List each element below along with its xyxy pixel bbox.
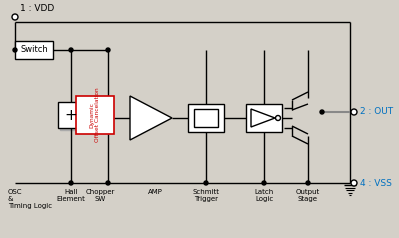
Text: Schmitt
Trigger: Schmitt Trigger (192, 189, 219, 202)
Circle shape (306, 181, 310, 185)
Circle shape (204, 181, 208, 185)
Text: Hall
Element: Hall Element (57, 189, 85, 202)
Text: Switch: Switch (20, 45, 48, 55)
Circle shape (69, 48, 73, 52)
Bar (188, 104, 224, 132)
Text: Chopper
SW: Chopper SW (85, 189, 115, 202)
Bar (58, 102, 84, 128)
Text: AMP: AMP (148, 189, 162, 195)
Text: 4 : VSS: 4 : VSS (360, 178, 392, 188)
Text: +: + (65, 108, 77, 123)
Bar (194, 109, 218, 127)
Circle shape (275, 115, 280, 120)
Text: OSC
&
Timing Logic: OSC & Timing Logic (8, 189, 52, 209)
Polygon shape (130, 96, 172, 140)
Circle shape (106, 48, 110, 52)
Circle shape (12, 14, 18, 20)
Circle shape (13, 48, 17, 52)
Circle shape (69, 181, 73, 185)
Circle shape (320, 110, 324, 114)
Circle shape (106, 181, 110, 185)
Bar (246, 104, 282, 132)
Circle shape (351, 180, 357, 186)
Text: Output
Stage: Output Stage (296, 189, 320, 202)
Text: Dynamic
Offset Cancelation: Dynamic Offset Cancelation (90, 88, 101, 142)
Polygon shape (251, 109, 275, 127)
Bar (60, 104, 86, 130)
Circle shape (262, 181, 266, 185)
Text: Latch
Logic: Latch Logic (255, 189, 274, 202)
Text: 2 : OUT: 2 : OUT (360, 108, 393, 116)
Text: 1 : VDD: 1 : VDD (20, 4, 54, 13)
Bar (76, 96, 114, 134)
Circle shape (351, 109, 357, 115)
Bar (15, 41, 53, 59)
